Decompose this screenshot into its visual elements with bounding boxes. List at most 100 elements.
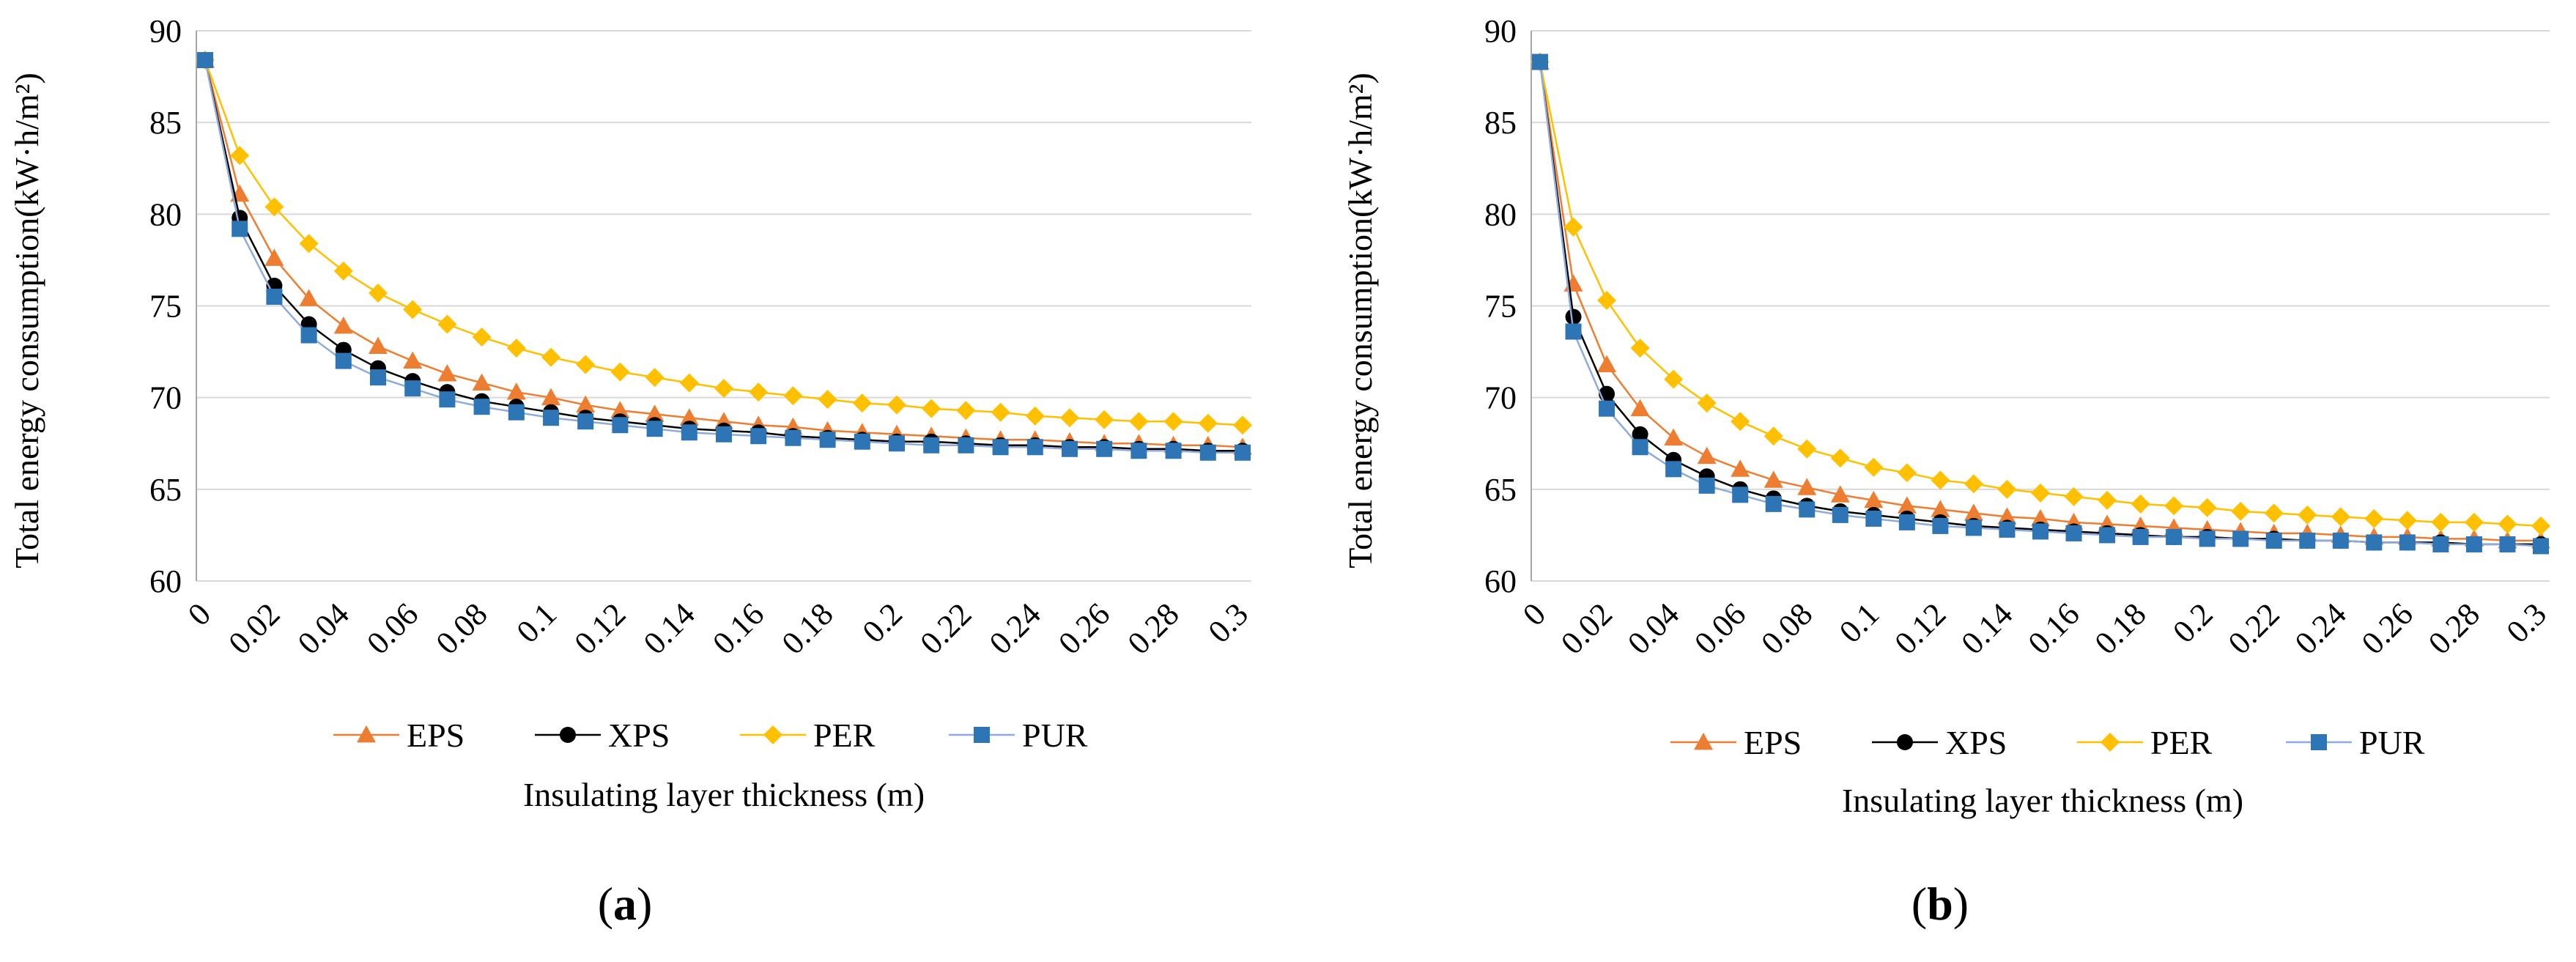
x-tick-label: 0.04 xyxy=(291,596,356,661)
y-tick-label: 80 xyxy=(1484,196,1517,232)
x-tick-label: 0.12 xyxy=(1887,596,1953,661)
data-point-per xyxy=(2064,486,2084,506)
data-point-per xyxy=(2364,508,2384,528)
data-point-eps xyxy=(1763,470,1783,488)
legend-item-pur: PUR xyxy=(2286,724,2425,761)
x-tick-label: 0.08 xyxy=(1754,596,1819,661)
series-per xyxy=(196,51,1252,435)
x-tick-label: 0.26 xyxy=(1051,596,1117,661)
data-point-pur xyxy=(2265,532,2282,549)
series-line-pur xyxy=(1539,62,2542,547)
data-point-per xyxy=(403,300,423,319)
x-tick-label: 0.12 xyxy=(567,596,632,661)
data-point-eps xyxy=(1897,496,1917,514)
data-point-pur xyxy=(335,352,352,369)
x-tick-label: 0.3 xyxy=(1202,596,1256,650)
data-point-pur xyxy=(473,399,490,415)
data-point-pur xyxy=(854,433,870,450)
x-tick-label: 0.06 xyxy=(360,596,425,661)
data-point-per xyxy=(2464,512,2484,532)
data-point-pur xyxy=(1932,517,1949,534)
data-point-per xyxy=(2031,483,2050,503)
legend: EPS XPS PER PUR xyxy=(333,717,1088,754)
x-tick-label: 0.2 xyxy=(2166,596,2220,650)
y-tick-label: 60 xyxy=(149,563,182,599)
data-point-pur xyxy=(1235,444,1251,461)
data-point-pur xyxy=(1865,510,1882,527)
data-point-pur xyxy=(300,327,317,344)
x-tick-label: 0.24 xyxy=(2288,596,2353,661)
data-point-per xyxy=(2298,505,2317,525)
legend-label: EPS xyxy=(407,717,465,754)
data-point-pur xyxy=(819,432,836,448)
series-line-per xyxy=(204,59,1243,426)
data-point-pur xyxy=(2065,525,2082,541)
data-point-per xyxy=(956,401,976,421)
data-point-eps xyxy=(541,388,560,406)
y-tick-label: 85 xyxy=(149,105,182,141)
data-point-per xyxy=(2197,497,2217,517)
legend-label: PUR xyxy=(2359,724,2425,761)
legend-item-eps: EPS xyxy=(1670,724,1802,761)
y-tick-label: 75 xyxy=(149,289,182,325)
legend-label: XPS xyxy=(1945,724,2007,761)
data-point-per xyxy=(749,382,769,402)
data-point-pur xyxy=(1698,477,1715,494)
x-tick-label: 0.2 xyxy=(856,596,910,650)
legend-item-xps: XPS xyxy=(535,717,670,754)
data-point-pur xyxy=(1130,443,1147,459)
panel-label-close: ) xyxy=(1953,878,1969,930)
data-point-pur xyxy=(923,437,940,454)
x-tick-label: 0.28 xyxy=(1121,596,1186,661)
x-tick-label: 0.14 xyxy=(637,596,702,661)
data-point-pur xyxy=(1096,440,1113,457)
data-point-per xyxy=(2531,516,2550,536)
data-point-pur xyxy=(1565,323,1582,340)
panel-label-letter: b xyxy=(1927,878,1953,930)
legend-marker-eps xyxy=(1694,733,1713,750)
data-point-pur xyxy=(1199,444,1216,461)
data-point-per xyxy=(1763,426,1783,446)
x-tick-label: 0.18 xyxy=(2088,596,2153,661)
data-point-per xyxy=(714,379,733,399)
y-tick-label: 65 xyxy=(149,472,182,508)
data-point-pur xyxy=(2166,528,2183,545)
data-point-pur xyxy=(2533,538,2549,555)
data-point-xps xyxy=(1565,308,1582,325)
data-point-pur xyxy=(1898,514,1915,530)
data-point-per xyxy=(230,146,250,166)
y-tick-label: 70 xyxy=(1484,380,1517,416)
data-point-pur xyxy=(1799,501,1816,518)
data-point-pur xyxy=(889,435,905,452)
data-point-pur xyxy=(2332,532,2349,549)
data-point-per xyxy=(1129,412,1149,432)
data-point-per xyxy=(1797,439,1817,459)
data-point-per xyxy=(2331,507,2350,527)
y-tick-label: 65 xyxy=(1484,472,1517,508)
x-tick-label: 0.1 xyxy=(1832,596,1887,650)
data-point-pur xyxy=(2032,523,2048,540)
data-point-pur xyxy=(785,429,802,446)
data-point-per xyxy=(1897,463,1917,483)
data-point-pur xyxy=(508,404,525,421)
data-point-per xyxy=(1060,408,1079,428)
data-point-per xyxy=(541,347,560,367)
data-point-eps xyxy=(1864,490,1884,508)
legend-marker-per xyxy=(763,725,782,744)
panel-label-letter: a xyxy=(613,878,637,930)
x-tick-label: 0.3 xyxy=(2500,596,2554,650)
data-point-per xyxy=(2164,496,2184,516)
panel-label: (b) xyxy=(1911,878,1969,930)
data-point-pur xyxy=(370,369,386,386)
legend-label: PER xyxy=(813,717,876,754)
data-point-pur xyxy=(1832,506,1848,523)
data-point-eps xyxy=(1797,478,1817,495)
data-point-per xyxy=(1597,290,1617,310)
data-point-per xyxy=(922,399,941,418)
x-tick-label: 0.18 xyxy=(775,596,840,661)
data-point-per xyxy=(1964,474,1983,494)
legend-marker-eps xyxy=(357,725,376,743)
data-point-per xyxy=(2131,494,2150,514)
data-point-pur xyxy=(2132,528,2149,545)
